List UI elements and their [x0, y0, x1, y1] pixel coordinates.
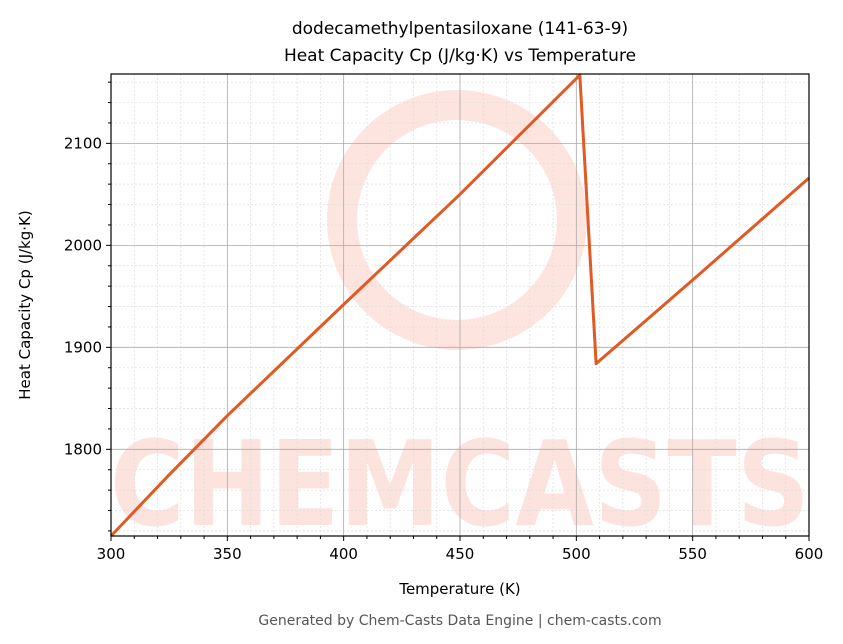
x-tick-label: 350 — [213, 545, 242, 563]
y-tick-label: 2000 — [64, 236, 102, 254]
x-tick-label: 550 — [678, 545, 707, 563]
x-tick-label: 300 — [97, 545, 126, 563]
footer-credit: Generated by Chem-Casts Data Engine | ch… — [258, 613, 661, 629]
x-tick-label: 400 — [329, 545, 358, 563]
x-tick-label: 500 — [562, 545, 591, 563]
plot-frame — [110, 73, 810, 537]
series-line — [109, 73, 810, 538]
watermark-logo — [327, 90, 587, 350]
chart-title: dodecamethylpentasiloxane (141-63-9) — [292, 19, 628, 39]
chart-subtitle: Heat Capacity Cp (J/kg·K) vs Temperature — [284, 46, 636, 66]
x-tick-label: 450 — [446, 545, 475, 563]
y-tick-label: 1900 — [64, 338, 102, 356]
y-axis-label: Heat Capacity Cp (J/kg·K) — [16, 210, 34, 399]
x-tick-label: 600 — [795, 545, 824, 563]
y-tick-label: 1800 — [64, 440, 102, 458]
y-tick-label: 2100 — [64, 134, 102, 152]
x-axis-label: Temperature (K) — [398, 580, 520, 598]
